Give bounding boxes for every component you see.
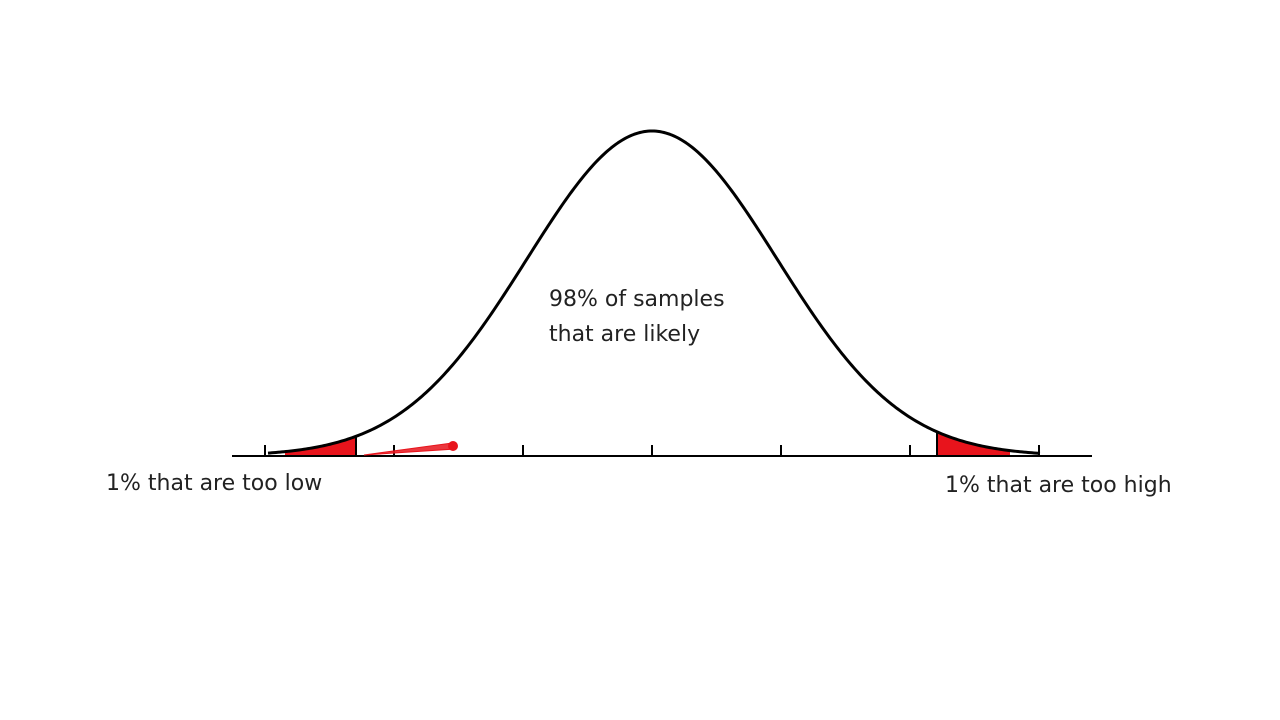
axis-ticks bbox=[264, 445, 1040, 456]
central-label-line-2: that are likely bbox=[549, 322, 701, 347]
lower-tail-region bbox=[285, 436, 356, 456]
upper-tail-region bbox=[937, 431, 1010, 456]
central-label-line-1: 98% of samples bbox=[549, 287, 725, 312]
upper-tail-label: 1% that are too high bbox=[945, 473, 1172, 498]
central-region-label: 98% of samples that are likely bbox=[549, 282, 725, 352]
lower-tail-label: 1% that are too low bbox=[106, 471, 323, 496]
red-pen-annotation bbox=[363, 442, 456, 456]
red-pen-tip bbox=[448, 441, 458, 451]
bell-curve bbox=[267, 129, 1041, 455]
